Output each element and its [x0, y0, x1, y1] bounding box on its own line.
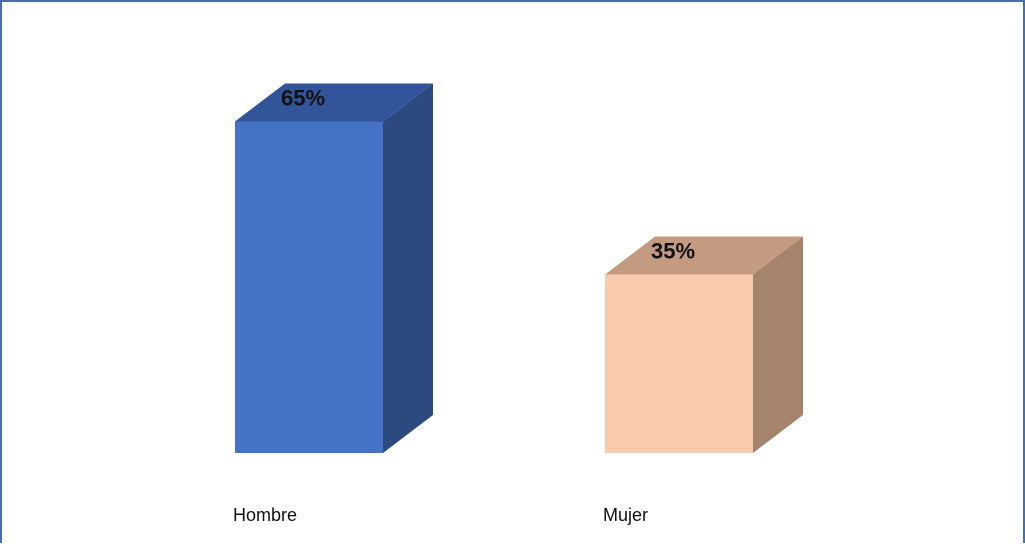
data-label-hombre: 65%: [281, 86, 325, 111]
bar-mujer: [605, 274, 753, 453]
bar-side-mujer: [753, 236, 803, 453]
bar-hombre: [235, 121, 383, 453]
bars-layer: [235, 83, 803, 453]
data-label-mujer: 35%: [651, 239, 695, 264]
category-label-hombre: Hombre: [233, 505, 297, 525]
bar-side-hombre: [383, 83, 433, 453]
category-label-mujer: Mujer: [603, 505, 648, 525]
bar-top-hombre: [235, 83, 433, 122]
bar-top-mujer: [605, 236, 803, 275]
